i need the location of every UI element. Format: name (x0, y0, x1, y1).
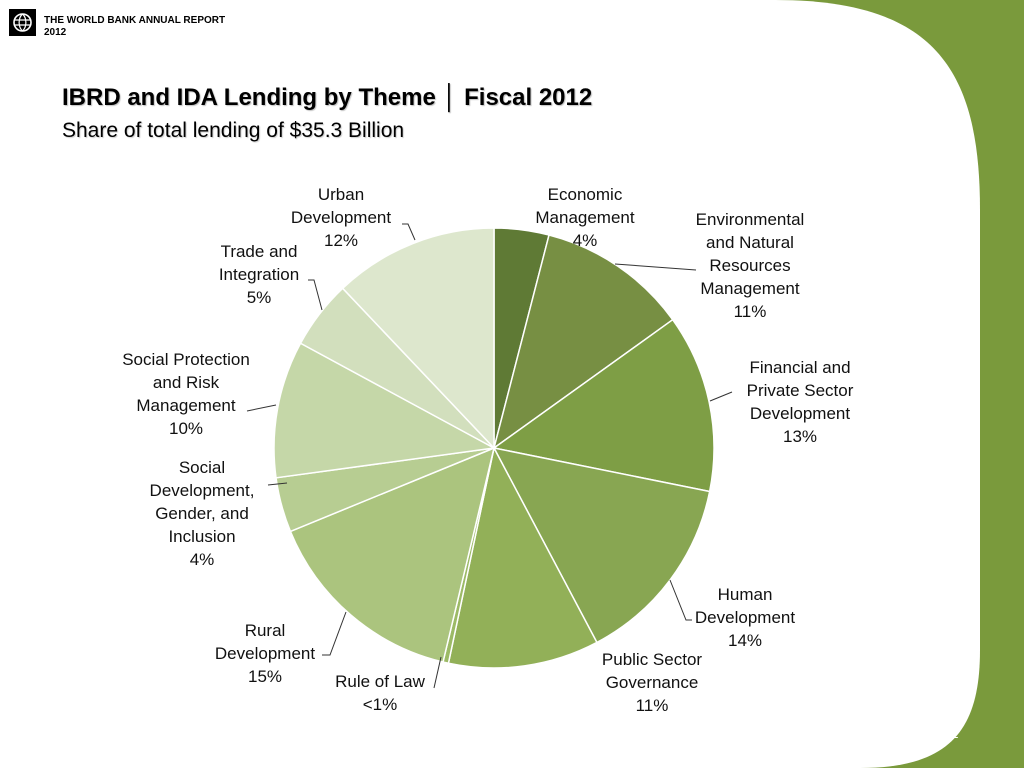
slice-label: Environmental and Natural Resources Managem… (696, 210, 805, 321)
slice-label-line: Rule of Law (335, 672, 425, 691)
slice-label: Rule of Law <1% (335, 672, 425, 714)
leader-line (246, 404, 277, 412)
brand-text: THE WORLD BANK ANNUAL REPORT 2012 (44, 15, 226, 38)
slice-label-line: and Risk (153, 373, 220, 392)
leader-lines (246, 223, 733, 689)
leader-line (322, 611, 347, 656)
slice-label-line: 11% (636, 696, 669, 715)
world-bank-logo (9, 9, 36, 36)
slice-label-line: Rural (245, 621, 286, 640)
slice-label-line: Management (535, 208, 635, 227)
slice-label: Trade and Integration 5% (219, 242, 299, 307)
pie-slice-public-sector-governance (447, 445, 598, 669)
pie-slice-human-development (492, 446, 711, 644)
slice-label: Financial and Private Sector Development 13… (747, 358, 854, 446)
leader-line (614, 263, 697, 271)
slice-label-line: Environmental (696, 210, 805, 229)
slice-label-line: Development (695, 608, 795, 627)
slice-label: Economic Management 4% (535, 185, 635, 250)
slice-label-line: Human (718, 585, 773, 604)
slice-label-line: <1% (363, 695, 398, 714)
slice-label: Public Sector Governance 11% (602, 650, 702, 715)
pie-slice-social-protection-and-risk-management (273, 342, 497, 479)
slice-label-line: Social Protection (122, 350, 250, 369)
slice-label: Social Protection and Risk Management 10% (122, 350, 250, 438)
slice-label-line: Resources (709, 256, 790, 275)
slice-label-line: Gender, and (155, 504, 249, 523)
page-subtitle: Share of total lending of $35.3 Billion (62, 119, 405, 142)
slice-label-line: 10% (169, 419, 203, 438)
slice-label-line: Financial and (749, 358, 850, 377)
slice-label-line: Integration (219, 265, 299, 284)
page-number: 12 (944, 726, 959, 741)
slice-label-line: 12% (324, 231, 358, 250)
slice-label-line: Private Sector (747, 381, 854, 400)
slice-label-line: 15% (248, 667, 282, 686)
slice-label: Rural Development 15% (215, 621, 315, 686)
leader-line (308, 279, 323, 311)
slice-label-line: Inclusion (168, 527, 235, 546)
pie-slice-financial-and-private-sector-development (492, 318, 715, 493)
leader-line (709, 391, 733, 402)
slice-label-line: and Natural (706, 233, 794, 252)
slice-label-line: 13% (783, 427, 817, 446)
slice-label-line: Social (179, 458, 225, 477)
slice-label-line: 14% (728, 631, 762, 650)
slice-labels: Economic Management 4% Environmental and Nat… (122, 185, 854, 715)
slice-label: Urban Development 12% (291, 185, 391, 250)
slice-label-line: 4% (573, 231, 598, 250)
pie-slice-rural-development (289, 446, 496, 663)
page-title: IBRD and IDA Lending by Theme │ Fiscal 2… (62, 84, 593, 111)
slice-label-line: Urban (318, 185, 364, 204)
slice-label-line: Development (215, 644, 315, 663)
leader-line (669, 579, 692, 621)
globe-icon (13, 13, 32, 32)
pie-slice-environmental-and-natural-resources-management (492, 234, 674, 450)
slice-label-line: 4% (190, 550, 215, 569)
slice-label-line: Economic (548, 185, 623, 204)
leader-line (267, 482, 288, 486)
leader-line (433, 656, 442, 689)
slice-label-line: Trade and (221, 242, 298, 261)
slice-label-line: Development (291, 208, 391, 227)
slice-label: Human Development 14% (695, 585, 795, 650)
slice-label-line: 5% (247, 288, 272, 307)
slice-label-line: 11% (734, 302, 767, 321)
slice-label-line: Governance (606, 673, 699, 692)
slice-label-line: Management (700, 279, 800, 298)
slice-label-line: Public Sector (602, 650, 702, 669)
pie-slice-urban-development (341, 227, 495, 450)
leader-line (402, 223, 416, 241)
slice-label: Social Development, Gender, and Inclusion 4% (150, 458, 255, 569)
slice-label-line: Management (136, 396, 236, 415)
pie-slices (273, 227, 715, 669)
slice-label-line: Development, (150, 481, 255, 500)
slice-label-line: Development (750, 404, 850, 423)
